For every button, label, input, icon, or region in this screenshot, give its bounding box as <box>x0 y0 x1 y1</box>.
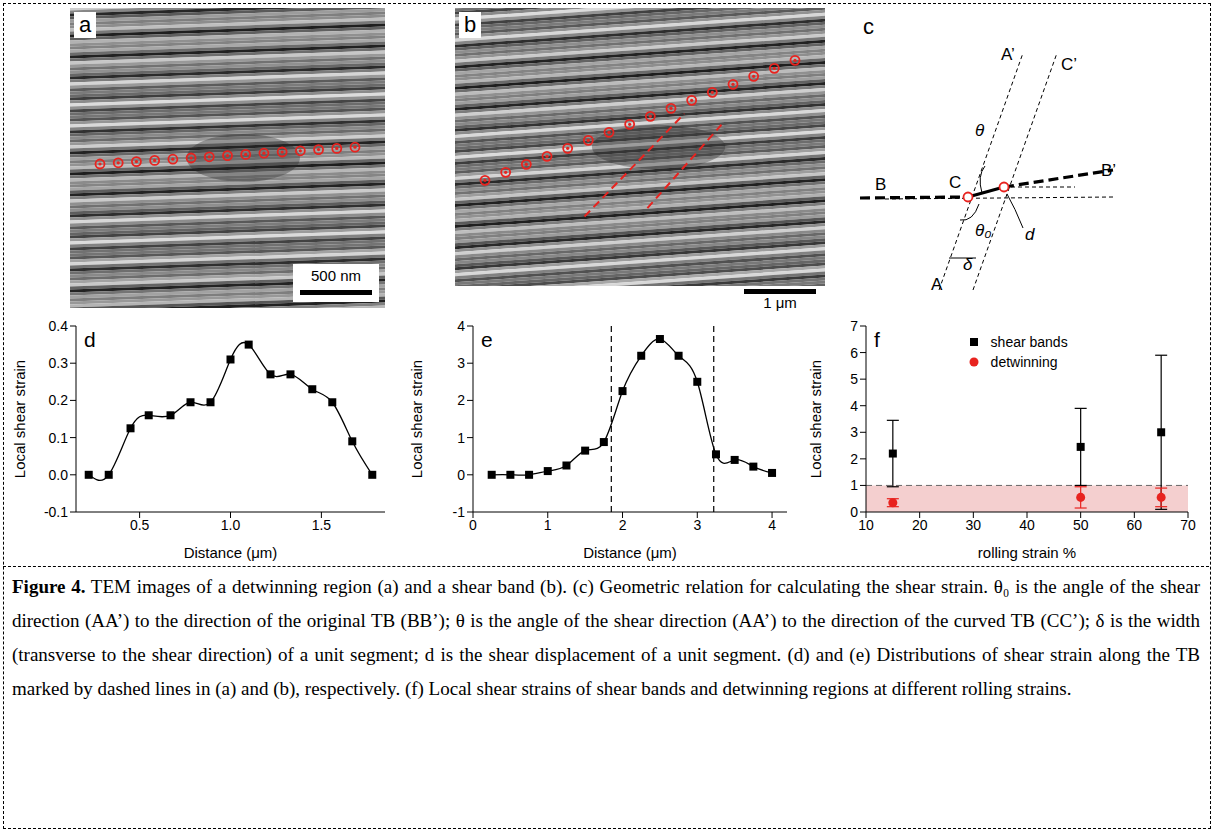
svg-text:d: d <box>1025 225 1035 244</box>
svg-text:3: 3 <box>693 517 701 533</box>
svg-text:0: 0 <box>457 467 465 483</box>
svg-text:1: 1 <box>457 430 465 446</box>
svg-text:Local shear strain: Local shear strain <box>11 360 28 478</box>
svg-text:A: A <box>931 275 943 294</box>
svg-text:1: 1 <box>544 517 552 533</box>
html-text:1 μm: 1 μm <box>763 294 797 311</box>
svg-text:30: 30 <box>966 517 982 533</box>
svg-text:c: c <box>863 14 874 39</box>
html-text:d: d <box>84 328 96 351</box>
svg-text:rolling strain %: rolling strain % <box>978 544 1076 561</box>
svg-text:3: 3 <box>457 355 465 371</box>
svg-text:70: 70 <box>1180 517 1196 533</box>
svg-text:3: 3 <box>850 424 858 440</box>
svg-text:0.3: 0.3 <box>49 355 69 371</box>
html-text:detwinning: detwinning <box>990 354 1058 370</box>
svg-text:B’: B’ <box>1101 161 1116 180</box>
svg-text:0.2: 0.2 <box>49 392 69 408</box>
html-text:f: f <box>874 328 880 351</box>
svg-text:4: 4 <box>457 318 465 334</box>
svg-text:Distance (μm): Distance (μm) <box>184 544 278 561</box>
svg-text:A’: A’ <box>1001 45 1015 64</box>
svg-text:0.1: 0.1 <box>49 430 69 446</box>
svg-text:0.0: 0.0 <box>49 467 69 483</box>
svg-text:1.5: 1.5 <box>312 517 332 533</box>
svg-text:-0.1: -0.1 <box>44 504 68 520</box>
svg-text:6: 6 <box>850 345 858 361</box>
svg-text:θ₀: θ₀ <box>975 221 991 240</box>
html-text:shear bands: shear bands <box>990 334 1068 350</box>
svg-text:50: 50 <box>1073 517 1089 533</box>
svg-text:2: 2 <box>619 517 627 533</box>
svg-text:C’: C’ <box>1061 55 1077 74</box>
svg-text:B: B <box>875 175 886 194</box>
svg-text:0.4: 0.4 <box>49 318 69 334</box>
svg-text:60: 60 <box>1127 517 1143 533</box>
svg-text:7: 7 <box>850 318 858 334</box>
svg-text:40: 40 <box>1019 517 1035 533</box>
html-text:Figure 4. TEM images of a detw: Figure 4. TEM images of a detwinning reg… <box>12 576 1200 699</box>
svg-text:2: 2 <box>850 451 858 467</box>
svg-text:θ: θ <box>975 121 985 140</box>
svg-text:20: 20 <box>912 517 928 533</box>
svg-text:5: 5 <box>850 371 858 387</box>
svg-text:1.0: 1.0 <box>221 517 241 533</box>
svg-text:0: 0 <box>469 517 477 533</box>
svg-text:Local shear strain: Local shear strain <box>408 360 425 478</box>
svg-text:10: 10 <box>858 517 874 533</box>
svg-text:4: 4 <box>850 398 858 414</box>
svg-text:Distance (μm): Distance (μm) <box>583 544 677 561</box>
html-text:e: e <box>481 328 493 351</box>
svg-text:0: 0 <box>850 504 858 520</box>
svg-text:1: 1 <box>850 477 858 493</box>
svg-text:4: 4 <box>768 517 776 533</box>
svg-text:2: 2 <box>457 392 465 408</box>
svg-text:a: a <box>79 12 92 37</box>
svg-text:-1: -1 <box>453 504 466 520</box>
svg-text:Local shear strain: Local shear strain <box>807 360 824 478</box>
svg-text:C: C <box>949 173 961 192</box>
svg-text:0.5: 0.5 <box>130 517 150 533</box>
svg-text:500 nm: 500 nm <box>311 267 361 284</box>
svg-text:δ: δ <box>963 255 973 274</box>
svg-text:b: b <box>464 12 476 37</box>
